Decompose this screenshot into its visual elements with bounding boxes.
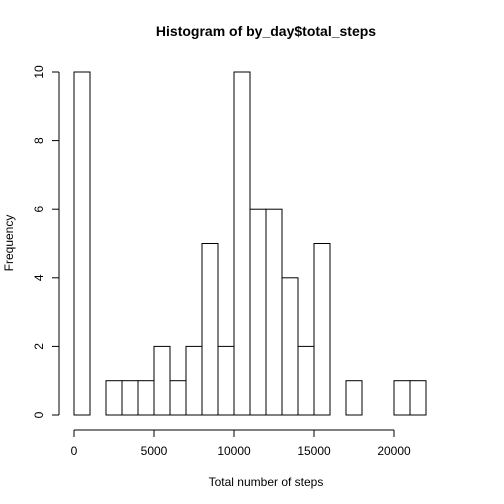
histogram-bar [393,380,411,416]
y-tick-label: 8 [32,137,46,144]
histogram-bar [265,208,283,416]
histogram-bar [249,208,267,416]
x-tick-label: 0 [71,444,78,458]
histogram-bar [153,345,171,416]
histogram-bar [297,345,315,416]
y-axis-label: Frequency [2,215,16,272]
histogram-bar [313,243,331,416]
histogram-bar [169,380,187,416]
x-tick-label: 5000 [141,444,168,458]
y-tick-label: 0 [32,411,46,418]
y-tick-label: 2 [32,343,46,350]
x-tick-label: 20000 [377,444,411,458]
y-tick-label: 6 [32,206,46,213]
x-tick-label: 10000 [217,444,251,458]
histogram-bar [281,277,299,416]
histogram-bar [409,380,427,416]
x-tick-label: 15000 [297,444,331,458]
x-axis: 0 5000 10000 15000 20000 [71,429,411,458]
histogram-bar [137,380,155,416]
y-tick-label: 4 [32,274,46,281]
histogram-bar [185,345,203,416]
x-axis-label: Total number of steps [209,475,324,489]
chart-title: Histogram of by_day$total_steps [156,23,376,39]
histogram-bar [345,380,363,416]
bars-group [73,71,427,416]
histogram-bar [217,345,235,416]
histogram-bar [201,243,219,416]
y-tick-label: 10 [32,65,46,79]
histogram-bar [73,71,91,416]
y-axis: 0 2 4 6 8 10 [32,65,60,418]
histogram-bar [105,380,123,416]
histogram-bar [233,71,251,416]
histogram-bar [121,380,139,416]
